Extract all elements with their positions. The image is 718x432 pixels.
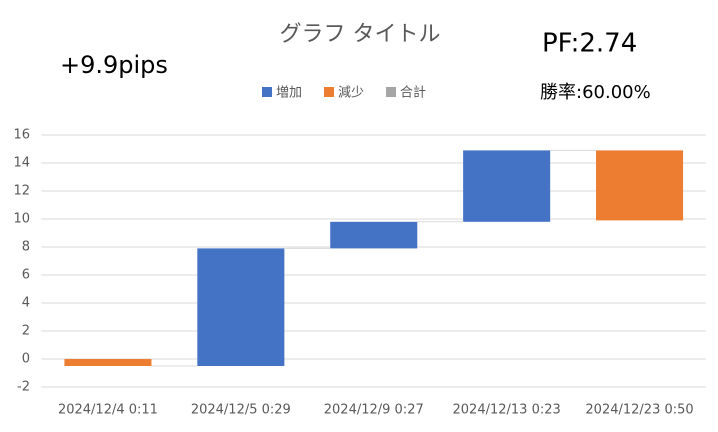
y-tick-label: 4: [22, 296, 30, 311]
y-tick-label: 10: [13, 212, 30, 227]
bar: [197, 248, 285, 366]
annotation: 勝率:60.00%: [540, 82, 651, 103]
y-tick-label: 0: [22, 352, 30, 367]
bar: [463, 150, 551, 222]
x-tick-label: 2024/12/23 0:50: [585, 403, 693, 418]
x-tick-label: 2024/12/4 0:11: [58, 403, 158, 418]
annotation: +9.9pips: [60, 51, 168, 79]
legend-swatch: [262, 87, 272, 97]
y-tick-label: 6: [22, 268, 30, 283]
bar: [596, 150, 684, 221]
y-tick-label: -2: [17, 380, 30, 395]
y-tick-label: 8: [22, 240, 30, 255]
legend-label: 減少: [338, 85, 364, 101]
y-tick-label: 14: [13, 156, 30, 171]
x-tick-label: 2024/12/13 0:23: [453, 403, 561, 418]
legend-label: 増加: [276, 86, 302, 101]
legend-label: 合計: [400, 85, 426, 101]
bar: [330, 221, 418, 249]
legend-swatch: [324, 87, 335, 97]
legend: 増加 減少 合計: [262, 85, 426, 101]
annotation: PF:2.74: [542, 29, 637, 59]
chart-title: グラフ タイトル: [280, 22, 441, 47]
x-tick-label: 2024/12/9 0:27: [324, 403, 424, 418]
x-tick-label: 2024/12/5 0:29: [191, 403, 291, 418]
y-tick-label: 16: [13, 128, 30, 143]
y-tick-label: 2: [22, 324, 30, 339]
bar: [64, 359, 152, 366]
legend-swatch: [386, 87, 397, 97]
y-tick-label: 12: [13, 184, 30, 199]
